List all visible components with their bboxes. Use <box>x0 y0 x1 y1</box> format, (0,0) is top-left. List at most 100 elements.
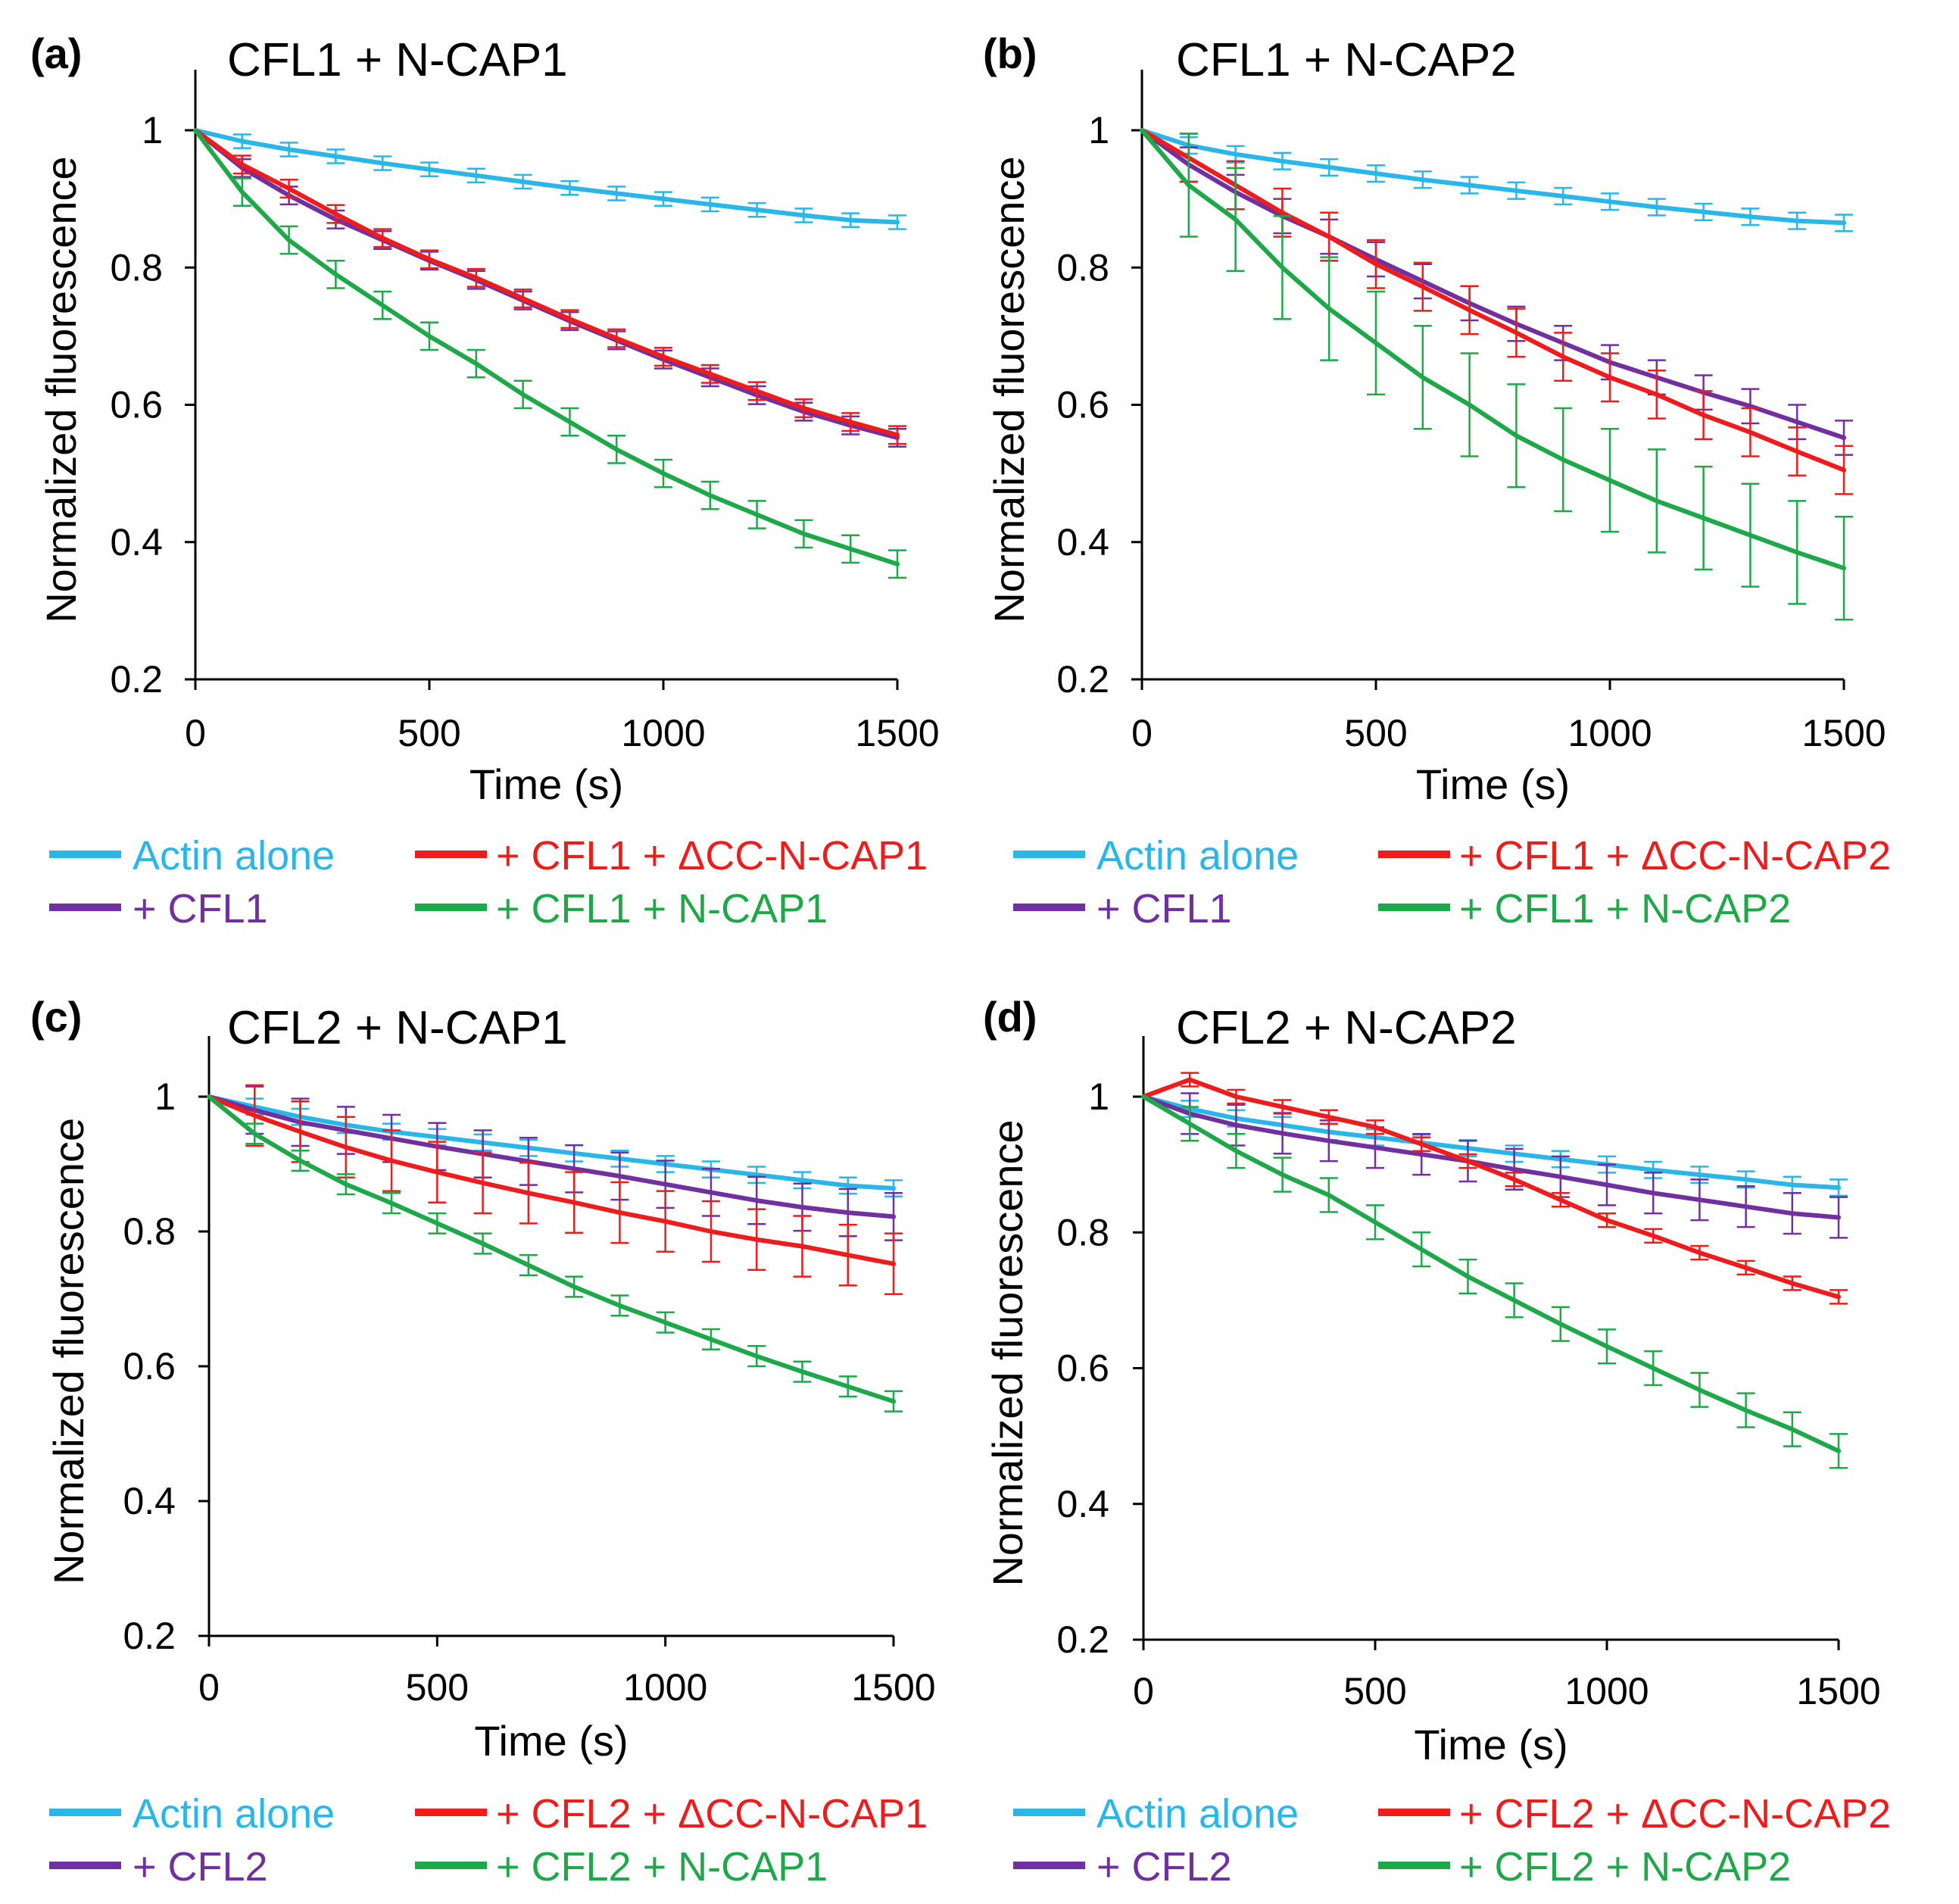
data-point <box>1187 1077 1193 1082</box>
data-point <box>1795 420 1800 425</box>
data-point <box>1842 467 1846 473</box>
legend-label: + CFL1 <box>133 886 268 932</box>
legend-item: Actin alone <box>1013 833 1299 879</box>
series-dcc <box>1141 1072 1848 1305</box>
legend-label: + CFL1 + ΔCC-N-CAP1 <box>496 833 928 879</box>
data-point <box>333 154 338 159</box>
data-point <box>572 1284 577 1289</box>
data-point <box>520 296 526 301</box>
data-point <box>1605 1344 1609 1349</box>
y-tick-label: 0.2 <box>123 1615 176 1657</box>
y-tick-label: 0.6 <box>1056 1347 1109 1390</box>
data-point <box>1233 217 1238 222</box>
y-tick-label: 1 <box>1088 1075 1109 1118</box>
data-point <box>1836 1448 1841 1453</box>
legend-item: + CFL1 <box>49 886 268 932</box>
data-point <box>1280 1131 1285 1136</box>
y-tick-label: 1 <box>1088 109 1109 151</box>
x-tick-label: 1500 <box>1796 1670 1880 1712</box>
data-point <box>1558 1322 1563 1327</box>
x-tick-label: 1000 <box>623 1666 707 1709</box>
data-point <box>207 1094 211 1099</box>
data-point <box>754 512 760 517</box>
y-tick-label: 0.6 <box>110 384 163 426</box>
y-axis-label: Normalized fluorescence <box>984 1119 1031 1586</box>
data-point <box>333 272 338 277</box>
data-point <box>1511 1297 1517 1303</box>
data-point <box>708 1190 713 1195</box>
legend-item: + CFL1 + ΔCC-N-CAP1 <box>415 833 928 879</box>
data-point <box>1795 449 1800 454</box>
x-tick-label: 1000 <box>1568 712 1652 754</box>
data-point <box>1514 188 1519 193</box>
data-point <box>526 1191 531 1196</box>
data-point <box>1511 1177 1517 1182</box>
data-point <box>895 220 900 225</box>
y-tick-label: 0.2 <box>1056 658 1109 701</box>
chart-title: CFL1 + N-CAP1 <box>227 34 568 86</box>
series-line <box>1140 128 1846 440</box>
data-point <box>848 546 853 551</box>
data-point <box>707 201 713 207</box>
data-point <box>1701 209 1706 214</box>
x-tick-label: 500 <box>406 1666 469 1709</box>
data-point <box>617 1210 622 1216</box>
data-point <box>891 1186 896 1191</box>
x-axis-label: Time (s) <box>474 1717 628 1765</box>
data-point <box>1514 330 1519 336</box>
data-point <box>801 213 806 218</box>
legend-label: + CFL2 <box>1096 1844 1232 1890</box>
data-point <box>1186 183 1191 188</box>
data-point <box>1514 433 1519 439</box>
data-point <box>567 186 572 191</box>
data-point <box>252 1113 257 1118</box>
data-point <box>801 531 806 536</box>
data-point <box>1789 1211 1795 1216</box>
x-axis-label: Time (s) <box>469 760 623 808</box>
data-point <box>343 1144 348 1150</box>
y-tick-label: 1 <box>142 109 163 151</box>
series-dcc <box>193 128 906 445</box>
data-point <box>754 208 760 213</box>
data-point <box>1141 1094 1146 1099</box>
data-point <box>661 354 666 360</box>
chart-panel-d: 0.2 0.4 0.6 0.8 1 0 500 1000 1500 Time (s) Normali… <box>983 993 1891 1890</box>
data-point <box>1465 1159 1471 1164</box>
x-tick-label: 1000 <box>1564 1670 1649 1712</box>
data-point <box>567 317 572 322</box>
data-point <box>1280 1104 1285 1110</box>
series-actin <box>1141 1094 1848 1197</box>
data-point <box>427 167 432 172</box>
series-line <box>193 128 900 567</box>
y-tick-label: 0.4 <box>110 521 163 563</box>
data-point <box>1373 1145 1377 1150</box>
data-point <box>895 432 900 438</box>
x-tick-label: 1500 <box>1801 712 1886 754</box>
legend-item: + CFL2 + N-CAP2 <box>1378 1844 1791 1890</box>
x-tick-label: 1500 <box>855 712 939 754</box>
data-point <box>1748 532 1753 538</box>
y-tick-label: 0.6 <box>1056 384 1109 426</box>
legend-label: Actin alone <box>133 833 335 879</box>
chart-title: CFL1 + N-CAP2 <box>1176 34 1517 86</box>
data-point <box>1651 1366 1656 1371</box>
data-point <box>1836 1185 1841 1191</box>
series-line <box>1140 128 1846 226</box>
data-point <box>895 561 900 567</box>
data-point <box>1795 550 1800 555</box>
series-ncap <box>1140 128 1853 621</box>
chart-panel-c: 0.2 0.4 0.6 0.8 1 0 500 1000 1500 Time (s) Normali… <box>30 993 936 1890</box>
series-line <box>207 1094 896 1266</box>
y-tick-label: 1 <box>154 1075 176 1118</box>
data-point <box>707 493 713 498</box>
data-point <box>435 1169 440 1175</box>
data-point <box>800 1369 805 1375</box>
data-point <box>661 471 666 476</box>
data-point <box>1419 1152 1424 1157</box>
series-cfl <box>207 1085 903 1241</box>
data-point <box>520 179 526 184</box>
data-point <box>891 1214 896 1219</box>
data-point <box>708 1337 713 1342</box>
data-point <box>473 173 479 178</box>
data-point <box>800 1204 805 1210</box>
